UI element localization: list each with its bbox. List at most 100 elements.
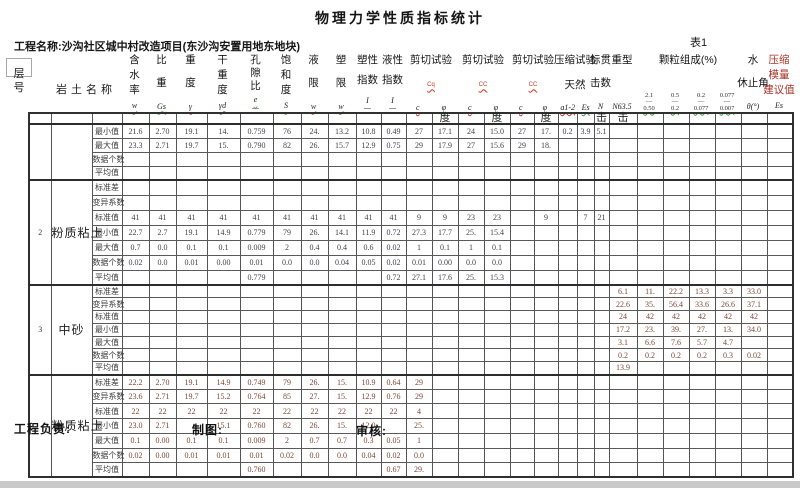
symbol: φ xyxy=(542,103,547,112)
table-cell xyxy=(534,348,559,363)
table-cell xyxy=(432,310,459,324)
table-cell xyxy=(176,336,208,350)
table-cell xyxy=(484,348,511,363)
header-title-line: 重型 xyxy=(611,54,633,66)
table-cell xyxy=(594,323,610,337)
table-cell: 33.6 xyxy=(689,297,716,312)
table-cell: 19.7 xyxy=(176,389,208,405)
table-cell xyxy=(594,225,610,241)
table-cell: 7.6 xyxy=(663,336,690,350)
header-group-3: 干重度 γd xyxy=(206,54,239,112)
table-cell: 24. xyxy=(301,123,329,139)
table-row: 标准值 24 42 42 42 42 42 xyxy=(29,310,794,324)
table-cell xyxy=(458,323,485,337)
table-cell: 35. xyxy=(637,297,664,312)
table-cell xyxy=(432,389,459,405)
table-cell xyxy=(273,361,302,376)
row-label: 最小值 xyxy=(92,225,123,241)
table-cell xyxy=(273,462,302,478)
table-cell: 27 xyxy=(458,138,485,153)
table-cell xyxy=(534,297,559,312)
header-title-line: 剪切试验 xyxy=(512,54,554,66)
table-cell: 0.04 xyxy=(356,448,382,464)
table-cell xyxy=(273,179,302,196)
table-cell xyxy=(301,310,329,324)
table-cell xyxy=(609,225,638,241)
table-cell xyxy=(534,448,559,464)
table-cell xyxy=(741,361,768,376)
table-cell: 79 xyxy=(273,373,302,390)
table-cell: 22 xyxy=(273,403,302,420)
table-cell xyxy=(240,284,274,299)
row-label: 标准差 xyxy=(92,373,123,390)
table-cell: 17. xyxy=(534,123,559,139)
table-cell xyxy=(689,448,716,464)
table-cell xyxy=(328,323,357,337)
table-cell xyxy=(534,166,559,181)
table-cell xyxy=(767,403,794,420)
table-cell: 34.0 xyxy=(741,323,768,337)
table-cell xyxy=(432,462,459,478)
table-cell: 0.04 xyxy=(328,255,357,271)
table-cell xyxy=(577,389,595,405)
table-cell xyxy=(273,270,302,286)
layer-col-header-line: 层 xyxy=(13,68,25,80)
table-cell xyxy=(356,336,382,350)
table-cell xyxy=(176,462,208,478)
table-cell xyxy=(663,403,690,420)
table-cell xyxy=(510,418,535,434)
header-group-16: 颗粒组成(%) 2.1—0.50 0.5—0.2 0.2—0.077 0.077—0.0… xyxy=(636,54,740,113)
table-cell xyxy=(356,310,382,324)
row-label: 平均值 xyxy=(92,270,123,286)
table-cell xyxy=(149,348,177,363)
unit-cell xyxy=(558,113,578,125)
table-cell xyxy=(767,361,794,376)
layer-name: 粉质粘土 xyxy=(51,179,103,286)
table-cell: 1 xyxy=(458,240,485,256)
table-cell xyxy=(594,348,610,363)
table-cell xyxy=(534,225,559,241)
table-cell xyxy=(741,166,768,181)
table-cell xyxy=(689,255,716,271)
table-cell xyxy=(432,152,459,167)
unit-cell xyxy=(176,113,208,125)
table-cell: 2.71 xyxy=(149,389,177,405)
table-cell xyxy=(767,255,794,271)
table-cell xyxy=(176,310,208,324)
table-cell: 29. xyxy=(406,462,433,478)
table-cell: 0.76 xyxy=(381,389,407,405)
row-label: 平均值 xyxy=(92,166,123,181)
table-cell xyxy=(689,138,716,153)
particle-ranges: 2.1—0.50 0.5—0.2 0.2—0.077 0.077—0.007 xyxy=(636,92,740,113)
table-cell xyxy=(637,138,664,153)
header-title-line: 压缩 xyxy=(768,54,790,66)
table-cell: 11.9 xyxy=(356,225,382,241)
table-cell xyxy=(176,361,208,376)
table-cell: 0.00 xyxy=(149,448,177,464)
table-cell: 0.0 xyxy=(458,255,485,271)
table-cell: 23.3 xyxy=(122,138,150,153)
table-cell: 79 xyxy=(273,225,302,241)
table-cell xyxy=(534,361,559,376)
range-dash: — xyxy=(697,98,705,105)
table-cell xyxy=(715,448,742,464)
table-cell xyxy=(534,179,559,196)
table-cell xyxy=(406,152,433,167)
table-cell xyxy=(715,255,742,271)
row-label: 变异系数 xyxy=(92,389,125,405)
table-cell xyxy=(381,323,407,337)
table-cell xyxy=(767,448,794,464)
table-cell xyxy=(609,195,638,211)
particle-range: 0.2—0.077 xyxy=(688,92,714,113)
table-cell: 0.779 xyxy=(240,225,274,241)
table-cell xyxy=(458,448,485,464)
table-cell xyxy=(356,166,382,181)
range-dash: — xyxy=(723,98,731,105)
table-cell xyxy=(510,433,535,449)
row-label: 数据个数 xyxy=(92,348,125,363)
table-cell xyxy=(240,152,274,167)
table-cell: 0.0 xyxy=(301,448,329,464)
table-cell: 26. xyxy=(301,225,329,241)
